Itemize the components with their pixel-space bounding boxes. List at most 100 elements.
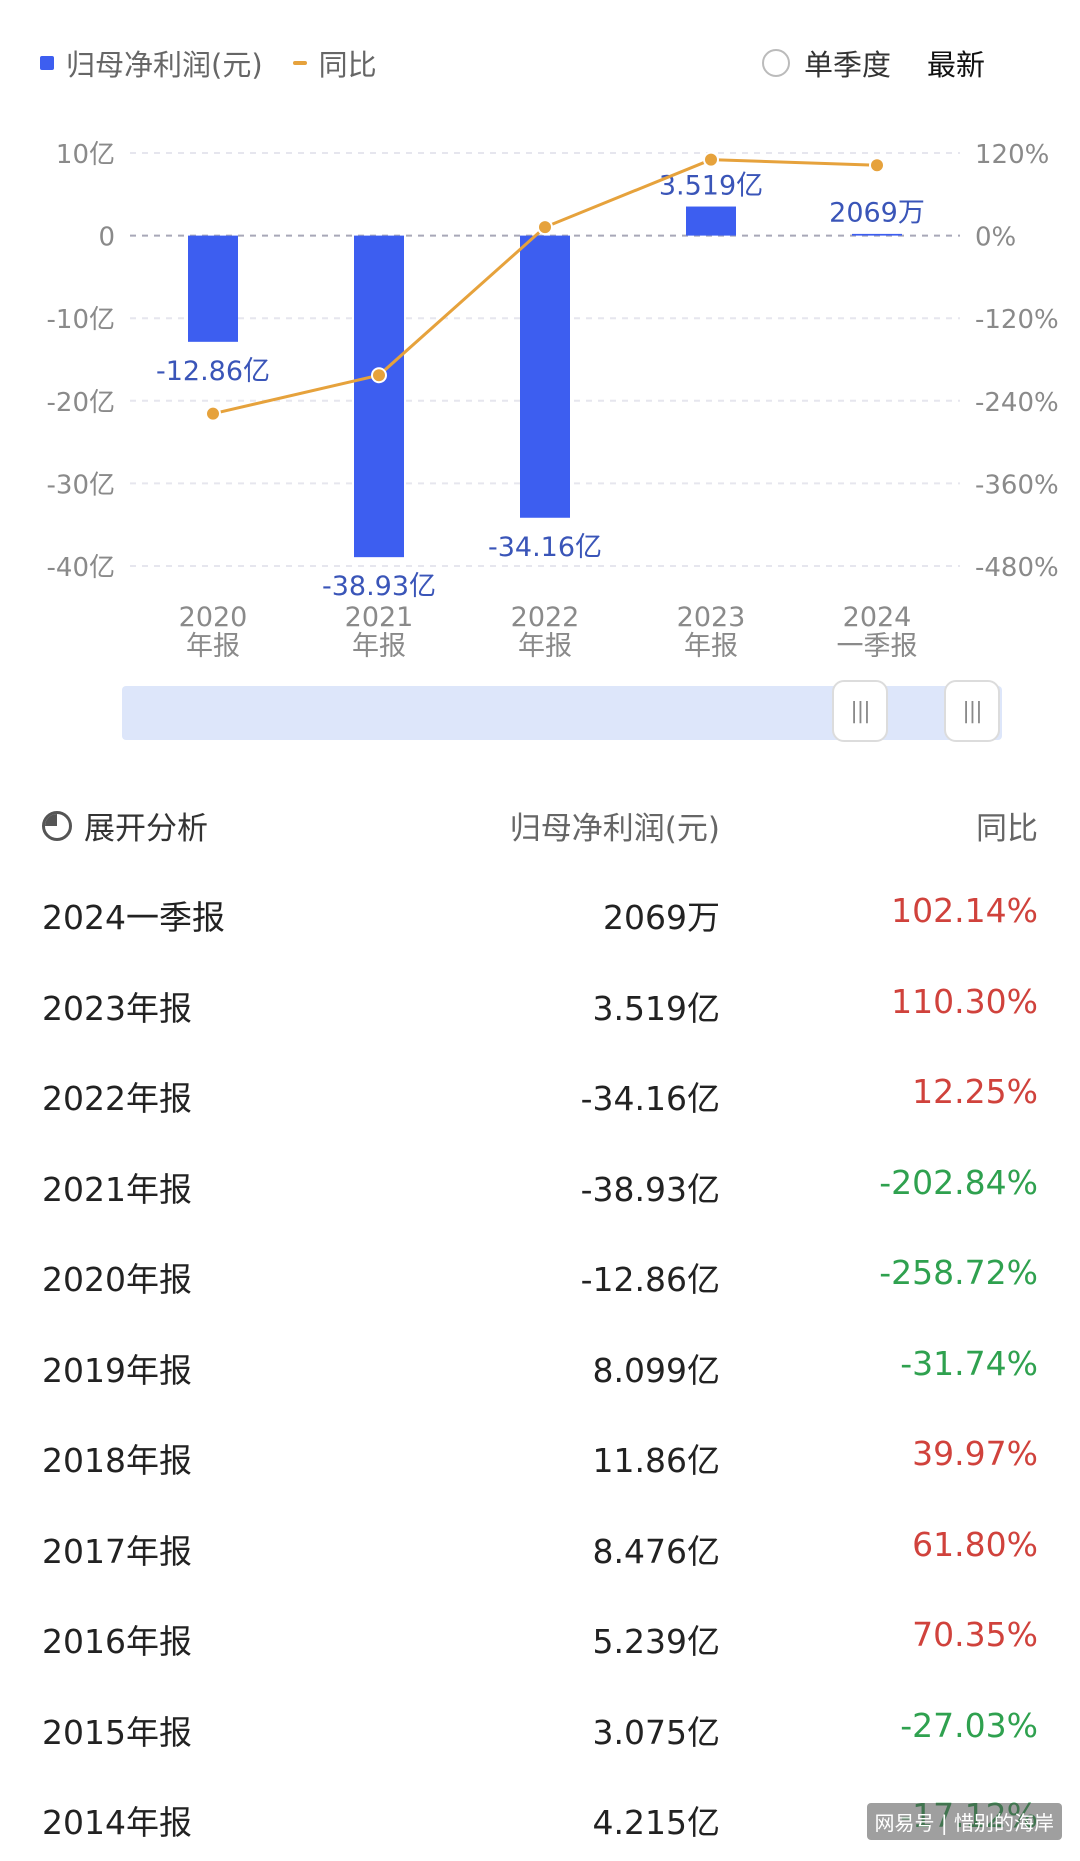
row-net-profit: 3.519亿: [592, 988, 720, 1028]
row-net-profit: 2069万: [603, 898, 720, 937]
row-net-profit: -34.16亿: [580, 1079, 720, 1118]
yoy-point: [371, 367, 387, 384]
bar-swatch-icon: [40, 56, 54, 70]
row-period: 2016年报: [42, 1622, 192, 1661]
x-axis-tick-label: 2020: [179, 602, 248, 633]
row-yoy: 12.25%: [912, 1072, 1038, 1111]
grip-lines-icon: |||: [850, 698, 870, 724]
row-net-profit: 8.099亿: [592, 1350, 720, 1390]
latest-button[interactable]: 最新: [926, 48, 985, 82]
watermark: 网易号 | 惜别的海岸: [866, 1803, 1062, 1840]
x-axis-tick-label: 2022: [511, 602, 580, 633]
row-period: 2018年报: [42, 1441, 192, 1480]
row-net-profit: 8.476亿: [592, 1531, 720, 1571]
expand-analysis-label: 展开分析: [84, 811, 208, 847]
right-axis-tick-label: -360%: [975, 470, 1059, 500]
grip-lines-icon: |||: [962, 698, 982, 724]
right-axis-tick-label: -120%: [975, 305, 1059, 335]
row-yoy: -31.74%: [900, 1343, 1038, 1383]
row-net-profit: 3.075亿: [592, 1712, 720, 1752]
right-axis-tick-label: 0%: [975, 223, 1016, 253]
bar: [520, 235, 570, 518]
row-period: 2020年报: [42, 1260, 192, 1299]
right-axis-tick-label: -480%: [975, 553, 1059, 583]
left-axis-tick-label: -30亿: [47, 470, 115, 500]
table-row[interactable]: 2021年报 -38.93亿 -202.84%: [0, 1137, 1080, 1228]
x-axis-tick-label: 一季报: [837, 631, 918, 662]
yoy-point: [205, 405, 221, 422]
line-swatch-icon: [292, 61, 307, 65]
single-quarter-radio[interactable]: [761, 49, 790, 77]
bar-data-label: -38.93亿: [322, 571, 436, 602]
row-period: 2021年报: [42, 1169, 192, 1209]
slider-handle-right[interactable]: |||: [944, 680, 1000, 742]
bar-data-label: 3.519亿: [659, 171, 763, 202]
slider-handle-left[interactable]: |||: [832, 680, 888, 742]
bar: [686, 206, 736, 236]
bar-data-label: 2069万: [829, 198, 925, 229]
legend-label-net-profit: 归母净利润(元): [66, 48, 263, 82]
bar-data-label: -12.86亿: [156, 356, 270, 387]
column-header-yoy: 同比: [976, 811, 1038, 847]
x-axis-tick-label: 年报: [352, 631, 406, 662]
row-net-profit: 5.239亿: [592, 1622, 720, 1661]
pie-chart-icon: [42, 810, 72, 841]
expand-analysis-button[interactable]: 展开分析: [42, 803, 208, 848]
table-row[interactable]: 2024一季报 2069万 102.14%: [0, 865, 1080, 956]
x-axis-tick-label: 2024: [843, 602, 912, 633]
left-axis-tick-label: 0: [98, 223, 115, 253]
row-period: 2014年报: [42, 1803, 192, 1842]
row-yoy: 110.30%: [891, 981, 1038, 1021]
right-axis-tick-label: 120%: [975, 140, 1049, 170]
yoy-point: [869, 157, 885, 174]
row-net-profit: 11.86亿: [592, 1441, 720, 1480]
table-row[interactable]: 2023年报 3.519亿 110.30%: [0, 956, 1080, 1047]
bar: [354, 235, 404, 558]
table-header: 展开分析 归母净利润(元) 同比: [0, 795, 1080, 855]
table-row[interactable]: 2018年报 11.86亿 39.97%: [0, 1408, 1080, 1499]
row-period: 2023年报: [42, 988, 192, 1028]
row-yoy: 70.35%: [912, 1615, 1038, 1654]
row-yoy: 102.14%: [891, 891, 1038, 930]
column-header-net-profit: 归母净利润(元): [509, 811, 720, 847]
range-slider[interactable]: ||| |||: [122, 680, 1002, 744]
x-axis-tick-label: 年报: [684, 631, 738, 662]
chart-legend: 归母净利润(元) 同比: [40, 38, 407, 88]
row-yoy: 39.97%: [912, 1434, 1038, 1473]
row-yoy: 61.80%: [912, 1524, 1038, 1564]
x-axis-tick-label: 2023: [677, 602, 746, 633]
table-row[interactable]: 2022年报 -34.16亿 12.25%: [0, 1046, 1080, 1137]
x-axis-tick-label: 年报: [186, 631, 240, 662]
table-row[interactable]: 2017年报 8.476亿 61.80%: [0, 1499, 1080, 1590]
legend-item-yoy[interactable]: 同比: [292, 42, 377, 84]
single-quarter-label[interactable]: 单季度: [803, 48, 891, 82]
bar-data-label: -34.16亿: [488, 532, 602, 563]
table-row[interactable]: 2020年报 -12.86亿 -258.72%: [0, 1227, 1080, 1318]
left-axis-tick-label: -10亿: [47, 305, 115, 335]
period-toggle-group: 单季度 最新: [761, 38, 985, 88]
net-profit-chart: 10亿 120% 0 0% -10亿 -120% -20亿 -240% -30亿 -360% -40…: [47, 140, 1059, 662]
left-axis-tick-label: -20亿: [47, 388, 115, 418]
table-row[interactable]: 2015年报 3.075亿 -27.03%: [0, 1680, 1080, 1771]
row-period: 2017年报: [42, 1531, 192, 1571]
row-period: 2015年报: [42, 1712, 192, 1752]
bar: [188, 235, 238, 342]
x-axis-tick-label: 2021: [345, 602, 414, 633]
right-axis-tick-label: -240%: [975, 388, 1059, 418]
row-period: 2019年报: [42, 1350, 192, 1390]
row-yoy: -27.03%: [900, 1705, 1038, 1745]
row-yoy: -258.72%: [879, 1253, 1038, 1292]
left-axis-tick-label: 10亿: [56, 140, 115, 170]
left-axis-tick-label: -40亿: [47, 553, 115, 583]
yoy-point: [703, 151, 719, 168]
table-row[interactable]: 2019年报 8.099亿 -31.74%: [0, 1318, 1080, 1409]
row-yoy: -202.84%: [879, 1162, 1038, 1202]
table-row[interactable]: 2016年报 5.239亿 70.35%: [0, 1589, 1080, 1680]
bar: [852, 233, 902, 236]
table-body: 2024一季报 2069万 102.14% 2023年报 3.519亿 110.30% 20…: [0, 865, 1080, 1861]
row-net-profit: -12.86亿: [580, 1260, 720, 1299]
legend-item-net-profit[interactable]: 归母净利润(元): [40, 42, 263, 84]
x-axis-tick-label: 年报: [518, 631, 572, 662]
yoy-point: [537, 219, 553, 236]
row-net-profit: 4.215亿: [592, 1803, 720, 1842]
